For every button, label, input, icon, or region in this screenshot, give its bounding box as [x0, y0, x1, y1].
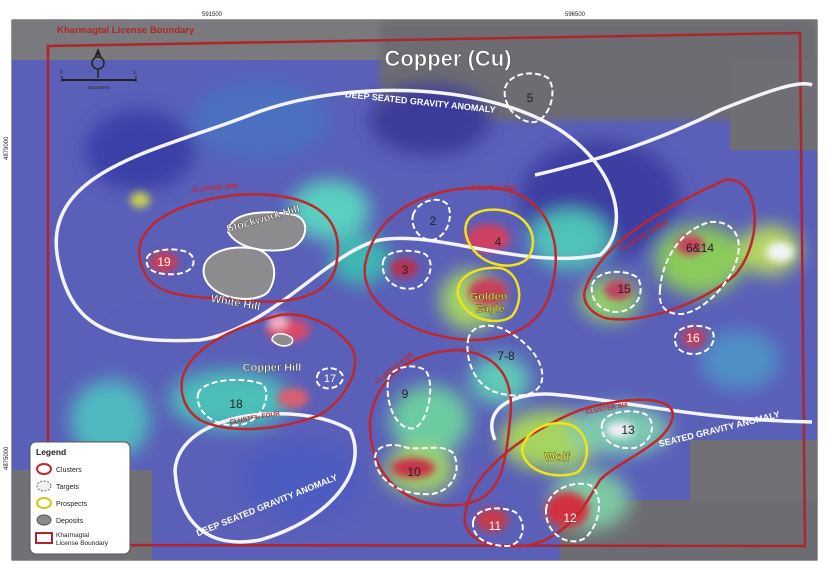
target-11 [471, 507, 524, 548]
golden-eagle-word-1: Golden [470, 291, 508, 303]
map-title: Copper (Cu) [384, 46, 511, 71]
cluster-six [463, 398, 675, 548]
target-12 [544, 482, 601, 543]
target-10 [373, 444, 458, 496]
scale-label: Kilometres [88, 85, 110, 90]
target-label-6-14: 6&14 [686, 241, 714, 255]
target-15 [590, 270, 642, 314]
targets [145, 72, 740, 548]
target-label-12: 12 [563, 511, 577, 525]
target-2 [411, 198, 451, 242]
legend-boundary-line-1: Kharmagtal [56, 532, 90, 539]
prospects [456, 208, 589, 477]
legend-box [29, 441, 131, 555]
cluster-label-two: CLUSTER TWO [470, 185, 518, 192]
coord-label-left-2: 4875000 [4, 446, 10, 470]
prospect-label-golden-eagle: Golden Eagle [470, 291, 511, 315]
deposit-copper-hill [271, 333, 294, 347]
raster-background [12, 20, 817, 560]
license-boundary-label: Kharmagtal License Boundary [57, 25, 195, 36]
prospect-wolf [520, 421, 589, 477]
target-label-15: 15 [617, 282, 631, 296]
cluster-outlines [137, 178, 756, 548]
target-label-16: 16 [686, 331, 700, 345]
cluster-four [180, 313, 357, 431]
target-5 [503, 72, 554, 124]
legend-item-deposits: Deposits [56, 518, 84, 525]
legend-target-icon [36, 480, 52, 492]
target-3 [381, 249, 432, 290]
coord-label-top-1: 591500 [202, 12, 223, 18]
target-label-7-8: 7-8 [497, 349, 515, 363]
target-label-10: 10 [407, 465, 421, 479]
legend-item-boundary: Kharmagtal License Boundary [56, 532, 109, 547]
cluster-three [583, 178, 756, 321]
target-13 [600, 410, 653, 450]
target-label-13: 13 [621, 423, 635, 437]
target-labels: 5 2 3 19 7-8 17 18 9 10 11 12 13 15 6&14… [157, 91, 714, 533]
target-16 [673, 324, 715, 356]
deposit-white-hill [202, 246, 276, 300]
target-label-19: 19 [157, 255, 171, 269]
target-6-14 [658, 220, 740, 316]
coord-label-top-2: 596500 [565, 12, 586, 18]
target-label-5: 5 [527, 91, 534, 105]
legend: Legend Clusters Targets Prospects Deposi… [29, 441, 131, 555]
golden-eagle-word-2: Eagle [475, 303, 504, 315]
cluster-five [368, 348, 513, 507]
scale-tick-1: 1 [133, 70, 136, 76]
scale-bar: 0 1 Kilometres [60, 70, 137, 90]
prospect-golden-eagle [456, 266, 521, 323]
cluster-one [137, 193, 340, 303]
target-18 [196, 378, 268, 427]
legend-title: Legend [36, 447, 66, 457]
prospect-4 [464, 208, 535, 267]
legend-prospect-icon [36, 497, 52, 509]
legend-item-targets: Targets [56, 484, 79, 491]
legend-boundary-icon [35, 532, 53, 544]
prospect-label-4: 4 [495, 235, 502, 249]
target-label-3: 3 [402, 263, 409, 277]
coord-label-left-1: 4879000 [4, 136, 10, 160]
legend-boundary-line-2: License Boundary [56, 540, 109, 547]
legend-deposit-icon [36, 514, 52, 526]
target-7-8 [466, 324, 544, 397]
legend-item-clusters: Clusters [56, 467, 82, 474]
scale-tick-0: 0 [60, 70, 63, 76]
deposit-label-copper-hill: Copper Hill [243, 362, 302, 374]
prospect-label-wolf: Wolf [544, 450, 571, 464]
target-17 [315, 367, 344, 390]
gravity-anomaly-outlines [54, 82, 813, 544]
legend-item-prospects: Prospects [56, 501, 88, 508]
target-label-9: 9 [402, 387, 409, 401]
target-label-18: 18 [229, 397, 243, 411]
target-label-2: 2 [430, 214, 437, 228]
deposits: Stockwork Hill White Hill Copper Hill [202, 203, 307, 374]
target-19 [145, 248, 195, 276]
cluster-label-one: CLUSTER ONE [192, 183, 240, 194]
license-boundary [46, 31, 807, 548]
cluster-two [363, 186, 557, 342]
target-label-11: 11 [489, 519, 502, 533]
target-label-17: 17 [324, 373, 336, 385]
target-9 [386, 365, 432, 430]
legend-cluster-icon [36, 463, 52, 475]
north-arrow-icon [91, 48, 105, 78]
